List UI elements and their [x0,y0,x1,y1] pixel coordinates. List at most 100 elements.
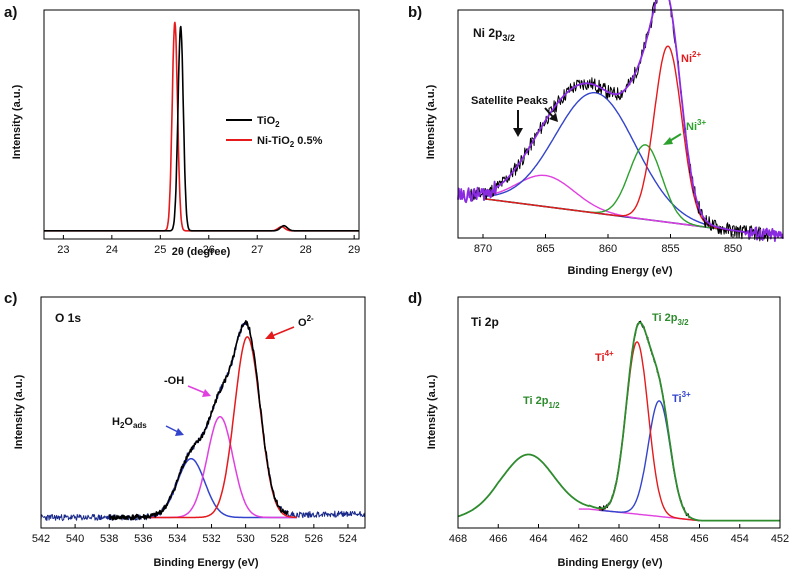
o2minus-arrow-head [265,331,275,339]
x-tick-label: 464 [529,533,547,545]
x-tick-label: 538 [100,533,118,545]
panel-d-plot [457,320,781,522]
x-tick-label: 456 [690,533,708,545]
panel-c: c) Intensity (a.u.) Binding Energy (eV) … [4,290,366,569]
x-tick-label: 542 [32,533,50,545]
annotation-ti3plus: Ti3+ [672,390,691,405]
panel-a-ticks: 23 24 25 26 27 28 29 [57,235,360,256]
raw-data [108,320,289,521]
panel-d-xlabel: Binding Energy (eV) [557,557,662,569]
x-tick-label: 865 [536,243,554,255]
x-tick-label: 524 [339,533,357,545]
panel-b-annotations: Satellite Peaks Ni2+ Ni3+ [471,50,706,145]
x-tick-label: 454 [731,533,749,545]
series-line-tio2 [43,25,360,232]
panel-b-plot [457,0,784,242]
panel-c-annotations: O2- -OH H2Oads [112,314,314,436]
x-tick-label: 528 [271,533,289,545]
panel-d-annotations: Ti 2p3/2 Ti 2p1/2 Ti4+ Ti3+ [523,312,691,410]
panel-d-ylabel: Intensity (a.u.) [426,374,438,449]
panel-d-title: Ti 2p [471,315,499,329]
x-tick-label: 855 [661,243,679,255]
series-line-ni-tio2 [43,21,360,232]
annotation-ni2plus: Ni2+ [681,50,701,65]
panel-label-d: d) [408,290,422,307]
panel-c-ylabel: Intensity (a.u.) [13,374,25,449]
component-o2- [143,336,297,519]
panel-a-plot [43,21,360,232]
x-tick-label: 462 [570,533,588,545]
annotation-ti2p32: Ti 2p3/2 [652,312,689,327]
panel-a-ylabel: Intensity (a.u.) [11,84,23,159]
legend-label-ni-tio2: Ni-TiO2 0.5% [257,135,323,149]
fit-envelope [457,321,781,522]
component-satellite-peaks [483,92,759,235]
oh-arrow-head [202,389,211,397]
fit-envelope [457,0,784,242]
x-tick-label: 870 [474,243,492,255]
panel-b: b) Intensity (a.u.) Binding Energy (eV) … [408,0,784,277]
annotation-ti4plus: Ti4+ [595,349,614,364]
x-tick-label: 23 [57,244,69,256]
panel-label-c: c) [4,290,17,307]
panel-a-xlabel: 2θ (degree) [172,246,231,258]
annotation-oh: -OH [164,375,184,387]
panel-c-xlabel: Binding Energy (eV) [153,557,258,569]
annotation-ni3plus: Ni3+ [686,118,706,133]
satellite-arrow-2-head [549,113,558,122]
annotation-o2minus: O2- [298,314,314,329]
x-tick-label: 526 [305,533,323,545]
x-tick-label: 28 [300,244,312,256]
satellite-arrow-1-head [513,128,523,137]
annotation-ti2p12: Ti 2p1/2 [523,395,560,410]
panel-b-ylabel: Intensity (a.u.) [425,84,437,159]
legend-label-tio2: TiO2 [257,115,280,129]
x-tick-label: 460 [610,533,628,545]
panel-d-frame [457,296,781,529]
panel-b-ticks: 870 865 860 855 850 [474,234,742,255]
x-tick-label: 27 [251,244,263,256]
annotation-satellite-peaks: Satellite Peaks [471,95,548,107]
annotation-h2o-ads: H2Oads [112,416,147,430]
satellite-arrow-2 [544,107,554,118]
panel-a: a) Intensity (a.u.) 2θ (degree) 23 24 25 26… [4,4,360,258]
x-tick-label: 452 [771,533,789,545]
panel-c-plot [40,320,366,522]
raw-data [470,0,771,242]
x-tick-label: 860 [599,243,617,255]
x-tick-label: 29 [348,244,360,256]
o2minus-arrow [271,326,295,337]
oh-arrow [187,385,206,394]
h2o-arrow-head [175,428,184,436]
panel-b-frame [457,9,784,239]
panel-d: d) Intensity (a.u.) Binding Energy (eV) … [408,290,789,569]
x-tick-label: 532 [202,533,220,545]
x-tick-label: 25 [154,244,166,256]
x-tick-label: 540 [66,533,84,545]
panel-b-xlabel: Binding Energy (eV) [567,265,672,277]
ni3plus-arrow-head [663,137,673,145]
panel-label-b: b) [408,4,422,21]
panel-label-a: a) [4,4,17,21]
panel-c-ticks: 542 540 538 536 534 532 530 528 526 524 [32,524,357,545]
h2o-arrow [165,425,179,433]
component-ni2- [482,45,759,235]
x-tick-label: 458 [650,533,668,545]
x-tick-label: 850 [724,243,742,255]
x-tick-label: 468 [449,533,467,545]
panel-a-legend: TiO2 Ni-TiO2 0.5% [226,115,323,149]
component--oh [143,415,297,519]
panel-a-frame [43,9,360,240]
panel-c-title: O 1s [55,311,81,325]
panel-d-ticks: 468 466 464 462 460 458 456 454 452 [449,524,789,545]
x-tick-label: 530 [236,533,254,545]
raw-data-tail [40,321,366,522]
x-tick-label: 24 [106,244,118,256]
x-tick-label: 26 [203,244,215,256]
x-tick-label: 536 [134,533,152,545]
panel-b-title: Ni 2p3/2 [473,26,515,43]
x-tick-label: 534 [168,533,186,545]
x-tick-label: 466 [489,533,507,545]
panel-c-frame [40,296,366,529]
